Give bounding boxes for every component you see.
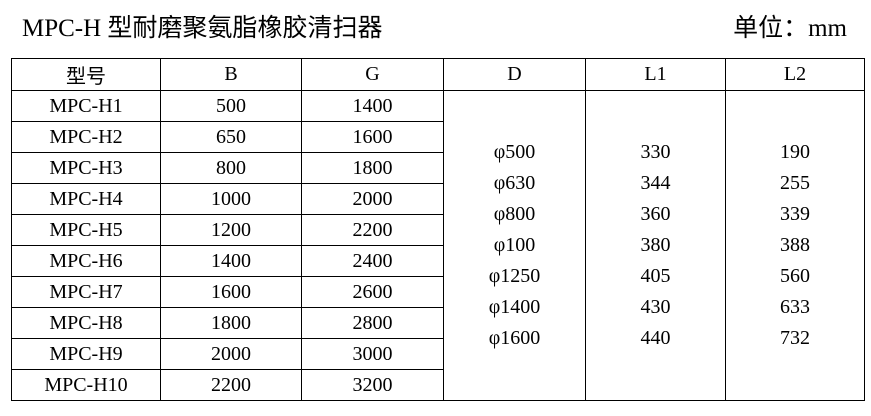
value-d: φ630 — [493, 172, 536, 194]
value-l1: 330 — [640, 141, 671, 163]
cell-l2-list: 190 255 339 388 560 633 732 — [725, 90, 865, 401]
value-l2: 633 — [780, 296, 810, 318]
cell-g: 3200 — [301, 369, 444, 401]
cell-model: MPC-H8 — [11, 307, 161, 339]
table-row: MPC-H6 1400 2400 — [11, 245, 865, 277]
cell-d-list: φ500 φ630 φ800 φ100 φ1250 φ1400 φ1600 — [443, 90, 586, 401]
table-row: MPC-H3 800 1800 — [11, 152, 865, 184]
value-l2: 339 — [780, 203, 810, 225]
cell-model: MPC-H2 — [11, 121, 161, 153]
cell-g: 1600 — [301, 121, 444, 153]
value-l1: 360 — [640, 203, 671, 225]
value-l1: 430 — [640, 296, 671, 318]
cell-b: 1600 — [160, 276, 302, 308]
cell-b: 1000 — [160, 183, 302, 215]
header-model: 型号 — [11, 58, 161, 91]
value-l1: 380 — [640, 234, 671, 256]
header-b: B — [160, 58, 302, 91]
cell-b: 800 — [160, 152, 302, 184]
cell-g: 3000 — [301, 338, 444, 370]
value-l2: 388 — [780, 234, 810, 256]
value-l1: 405 — [640, 265, 671, 287]
table-row: MPC-H7 1600 2600 — [11, 276, 865, 308]
value-d: φ1250 — [488, 265, 541, 287]
value-d: φ100 — [493, 234, 536, 256]
value-d: φ1600 — [488, 327, 541, 349]
value-d: φ1400 — [488, 296, 541, 318]
cell-model: MPC-H4 — [11, 183, 161, 215]
document-title: MPC-H 型耐磨聚氨脂橡胶清扫器 — [22, 15, 383, 42]
table-row: MPC-H1 500 1400 φ500 φ630 φ800 φ100 φ1250 φ1400 φ… — [11, 90, 865, 401]
table-row: MPC-H8 1800 2800 — [11, 307, 865, 339]
cell-model: MPC-H5 — [11, 214, 161, 246]
cell-g: 1400 — [301, 90, 444, 122]
cell-b: 1200 — [160, 214, 302, 246]
value-l1: 440 — [640, 327, 671, 349]
cell-model: MPC-H10 — [11, 369, 161, 401]
table-row: MPC-H4 1000 2000 — [11, 183, 865, 215]
table-row: MPC-H9 2000 3000 — [11, 338, 865, 370]
header-row: 型号 B G D L1 L2 — [11, 58, 865, 91]
header-l2: L2 — [725, 58, 865, 91]
header-d: D — [443, 58, 586, 91]
cell-model: MPC-H1 — [11, 90, 161, 122]
value-l2: 190 — [780, 141, 810, 163]
header-l1: L1 — [585, 58, 726, 91]
table-row: MPC-H5 1200 2200 — [11, 214, 865, 246]
cell-model: MPC-H6 — [11, 245, 161, 277]
cell-b: 650 — [160, 121, 302, 153]
cell-g: 2400 — [301, 245, 444, 277]
cell-model: MPC-H9 — [11, 338, 161, 370]
cell-g: 2000 — [301, 183, 444, 215]
unit-label: 单位：mm — [733, 15, 847, 42]
value-l2: 732 — [780, 327, 810, 349]
cell-b: 500 — [160, 90, 302, 122]
cell-model: MPC-H7 — [11, 276, 161, 308]
cell-l1-list: 330 344 360 380 405 430 440 — [585, 90, 726, 401]
value-l2: 255 — [780, 172, 810, 194]
cell-g: 1800 — [301, 152, 444, 184]
value-d: φ800 — [493, 203, 536, 225]
cell-model: MPC-H3 — [11, 152, 161, 184]
table-row: MPC-H10 2200 3200 — [11, 369, 865, 401]
cell-g: 2800 — [301, 307, 444, 339]
value-l1: 344 — [640, 172, 671, 194]
cell-b: 2200 — [160, 369, 302, 401]
spec-table: 型号 B G D L1 L2 MPC-H1 500 1400 φ500 φ630 φ800… — [11, 58, 865, 401]
cell-g: 2600 — [301, 276, 444, 308]
cell-b: 2000 — [160, 338, 302, 370]
table-row: MPC-H2 650 1600 — [11, 121, 865, 153]
value-l2: 560 — [780, 265, 810, 287]
cell-g: 2200 — [301, 214, 444, 246]
header-g: G — [301, 58, 444, 91]
cell-b: 1400 — [160, 245, 302, 277]
value-d: φ500 — [493, 141, 536, 163]
cell-b: 1800 — [160, 307, 302, 339]
